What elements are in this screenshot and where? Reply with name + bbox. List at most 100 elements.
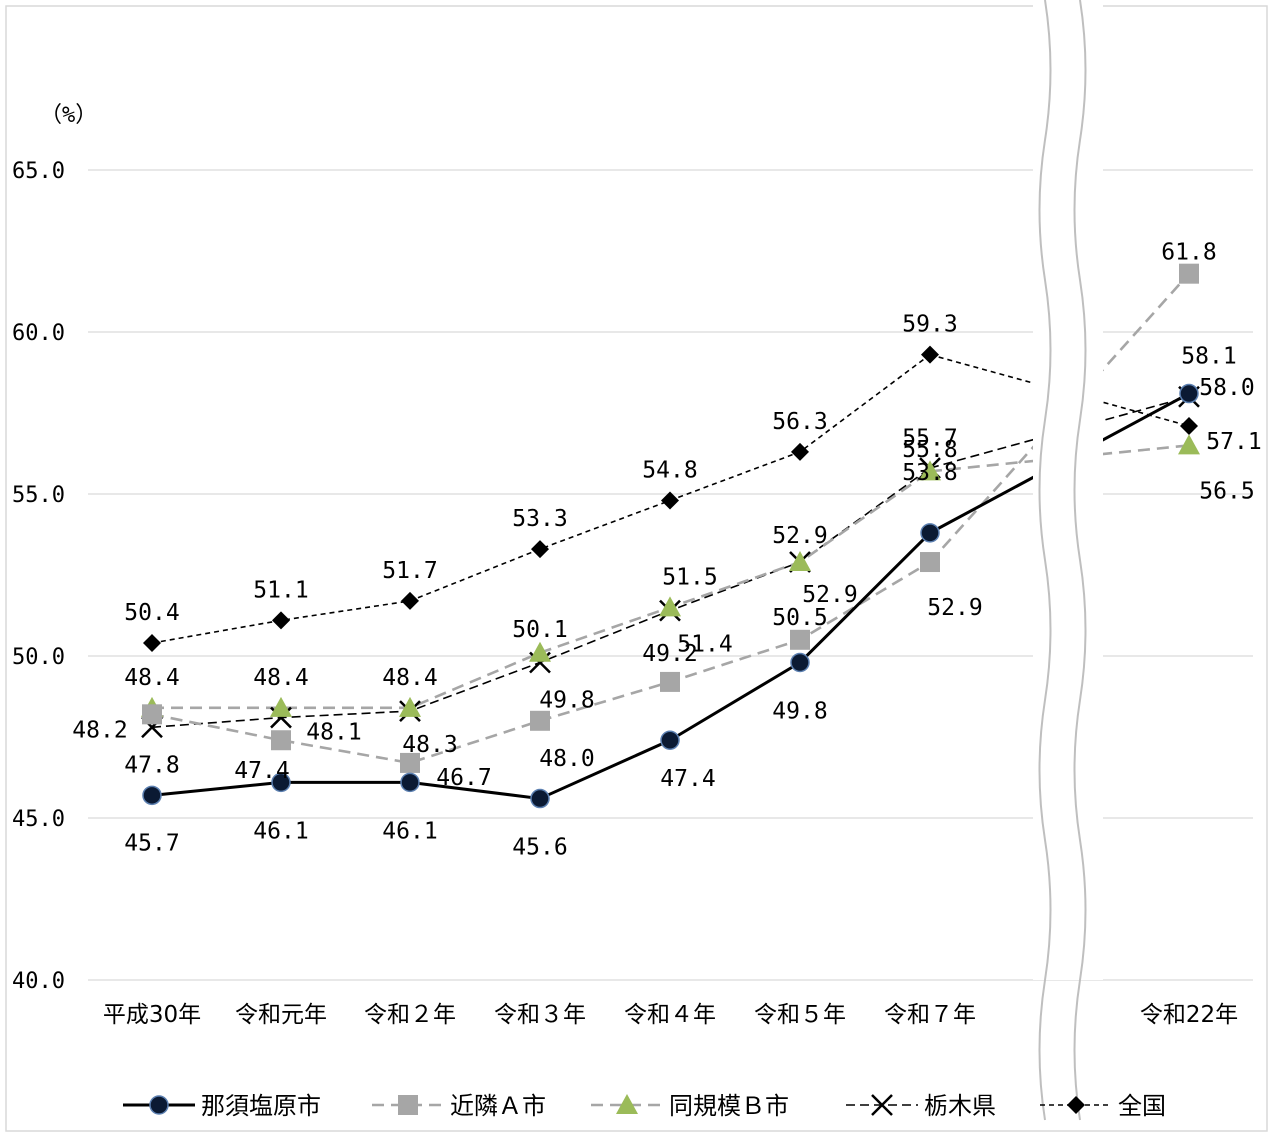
x-tick-label: 令和22年 xyxy=(1140,1002,1238,1028)
data-label: 48.4 xyxy=(124,665,179,691)
point-marker xyxy=(659,596,681,617)
data-label: 50.5 xyxy=(772,605,827,631)
data-label: 56.3 xyxy=(772,409,827,435)
y-tick-label: 65.0 xyxy=(12,159,65,184)
data-label: 52.9 xyxy=(927,595,982,621)
point-marker xyxy=(142,704,162,725)
data-label: 48.4 xyxy=(382,665,437,691)
y-tick-label: 55.0 xyxy=(12,483,65,508)
data-label: 58.1 xyxy=(1181,344,1236,370)
data-label: 51.5 xyxy=(662,564,717,590)
point-marker xyxy=(660,730,680,750)
x-tick-label: 平成30年 xyxy=(103,1002,201,1028)
data-label: 56.5 xyxy=(1199,478,1254,504)
point-marker xyxy=(529,641,551,662)
legend-label: 近隣Ａ市 xyxy=(450,1092,546,1120)
axis-break-cover xyxy=(1033,0,1103,980)
point-marker xyxy=(272,611,290,630)
data-label: 47.4 xyxy=(234,758,289,784)
point-marker xyxy=(142,785,162,806)
axis-break xyxy=(1033,0,1103,1121)
data-label: 52.9 xyxy=(802,582,857,608)
data-label: 49.8 xyxy=(539,687,594,713)
data-label: 57.1 xyxy=(1206,429,1261,455)
point-marker xyxy=(530,710,550,731)
axis-layer: （%） 40.0 45.0 50.0 55.0 60.0 65.0 平成30年 令和元年 令和２… xyxy=(12,103,1238,1028)
axis-break-line xyxy=(1038,0,1052,1121)
point-marker xyxy=(400,752,420,773)
point-marker xyxy=(790,652,810,673)
point-marker xyxy=(401,591,419,610)
y-tick-label: 40.0 xyxy=(12,969,65,994)
legend: 那須塩原市 近隣Ａ市 同規模Ｂ市 栃木県 全国 xyxy=(123,1092,1166,1120)
point-marker xyxy=(791,442,809,461)
data-label: 49.8 xyxy=(772,698,827,724)
legend-label: 全国 xyxy=(1118,1092,1166,1120)
x-tick-label: 令和７年 xyxy=(884,1002,976,1028)
y-axis-unit: （%） xyxy=(40,103,97,128)
point-marker xyxy=(149,1095,169,1115)
point-marker xyxy=(660,671,680,692)
point-marker xyxy=(270,696,292,717)
data-label: 48.4 xyxy=(253,665,308,691)
data-label: 51.7 xyxy=(382,558,437,584)
y-tick-label: 60.0 xyxy=(12,321,65,346)
data-label: 53.3 xyxy=(512,506,567,532)
data-label: 52.9 xyxy=(772,523,827,549)
x-tick-label: 令和４年 xyxy=(624,1002,716,1028)
point-marker xyxy=(871,1094,893,1116)
point-marker xyxy=(400,772,420,793)
legend-label: 那須塩原市 xyxy=(201,1092,321,1120)
data-label: 50.4 xyxy=(124,600,179,626)
point-marker xyxy=(1180,416,1198,435)
data-label: 58.0 xyxy=(1199,375,1254,401)
axis-break-line xyxy=(1073,0,1087,1121)
legend-item: 栃木県 xyxy=(846,1092,996,1120)
point-marker xyxy=(661,491,679,510)
legend-item: 那須塩原市 xyxy=(123,1092,321,1120)
data-label: 49.2 xyxy=(642,641,697,667)
data-label: 48.1 xyxy=(306,720,361,746)
data-label: 47.8 xyxy=(124,752,179,778)
point-marker xyxy=(1067,1096,1085,1114)
label-layer: 45.7 46.1 46.1 45.6 47.4 49.8 53.8 58.1 48.2 47.4… xyxy=(72,240,1261,861)
legend-label: 同規模Ｂ市 xyxy=(669,1092,789,1120)
point-marker xyxy=(1178,434,1200,455)
point-marker xyxy=(271,772,291,793)
y-tick-label: 45.0 xyxy=(12,807,65,832)
y-tick-label: 50.0 xyxy=(12,645,65,670)
point-marker xyxy=(399,696,421,717)
point-marker xyxy=(1179,263,1199,284)
point-marker xyxy=(921,345,939,364)
point-marker xyxy=(530,788,550,809)
point-marker xyxy=(616,1094,638,1114)
x-tick-label: 令和２年 xyxy=(364,1002,456,1028)
data-label: 47.4 xyxy=(660,766,715,792)
data-label: 48.0 xyxy=(539,746,594,772)
x-tick-label: 令和元年 xyxy=(235,1002,327,1028)
point-marker xyxy=(920,552,940,573)
x-tick-label: 令和５年 xyxy=(754,1002,846,1028)
data-label: 50.1 xyxy=(512,617,567,643)
data-label: 48.2 xyxy=(72,717,127,743)
data-label: 59.3 xyxy=(902,312,957,338)
point-marker xyxy=(531,540,549,559)
point-marker xyxy=(271,730,291,751)
x-tick-label: 令和３年 xyxy=(494,1002,586,1028)
point-marker xyxy=(790,629,810,650)
data-label: 45.7 xyxy=(124,830,179,856)
data-label: 51.4 xyxy=(677,632,732,658)
point-marker xyxy=(398,1095,418,1115)
legend-label: 栃木県 xyxy=(924,1092,996,1120)
point-marker xyxy=(789,551,811,572)
data-label: 46.1 xyxy=(253,818,308,844)
point-marker xyxy=(143,634,161,653)
data-label: 53.8 xyxy=(902,460,957,486)
legend-item: 同規模Ｂ市 xyxy=(591,1092,789,1120)
point-marker xyxy=(1179,383,1199,404)
legend-item: 近隣Ａ市 xyxy=(372,1092,546,1120)
legend-item: 全国 xyxy=(1040,1092,1166,1120)
data-label: 55.8 xyxy=(902,437,957,463)
data-label: 46.1 xyxy=(382,818,437,844)
